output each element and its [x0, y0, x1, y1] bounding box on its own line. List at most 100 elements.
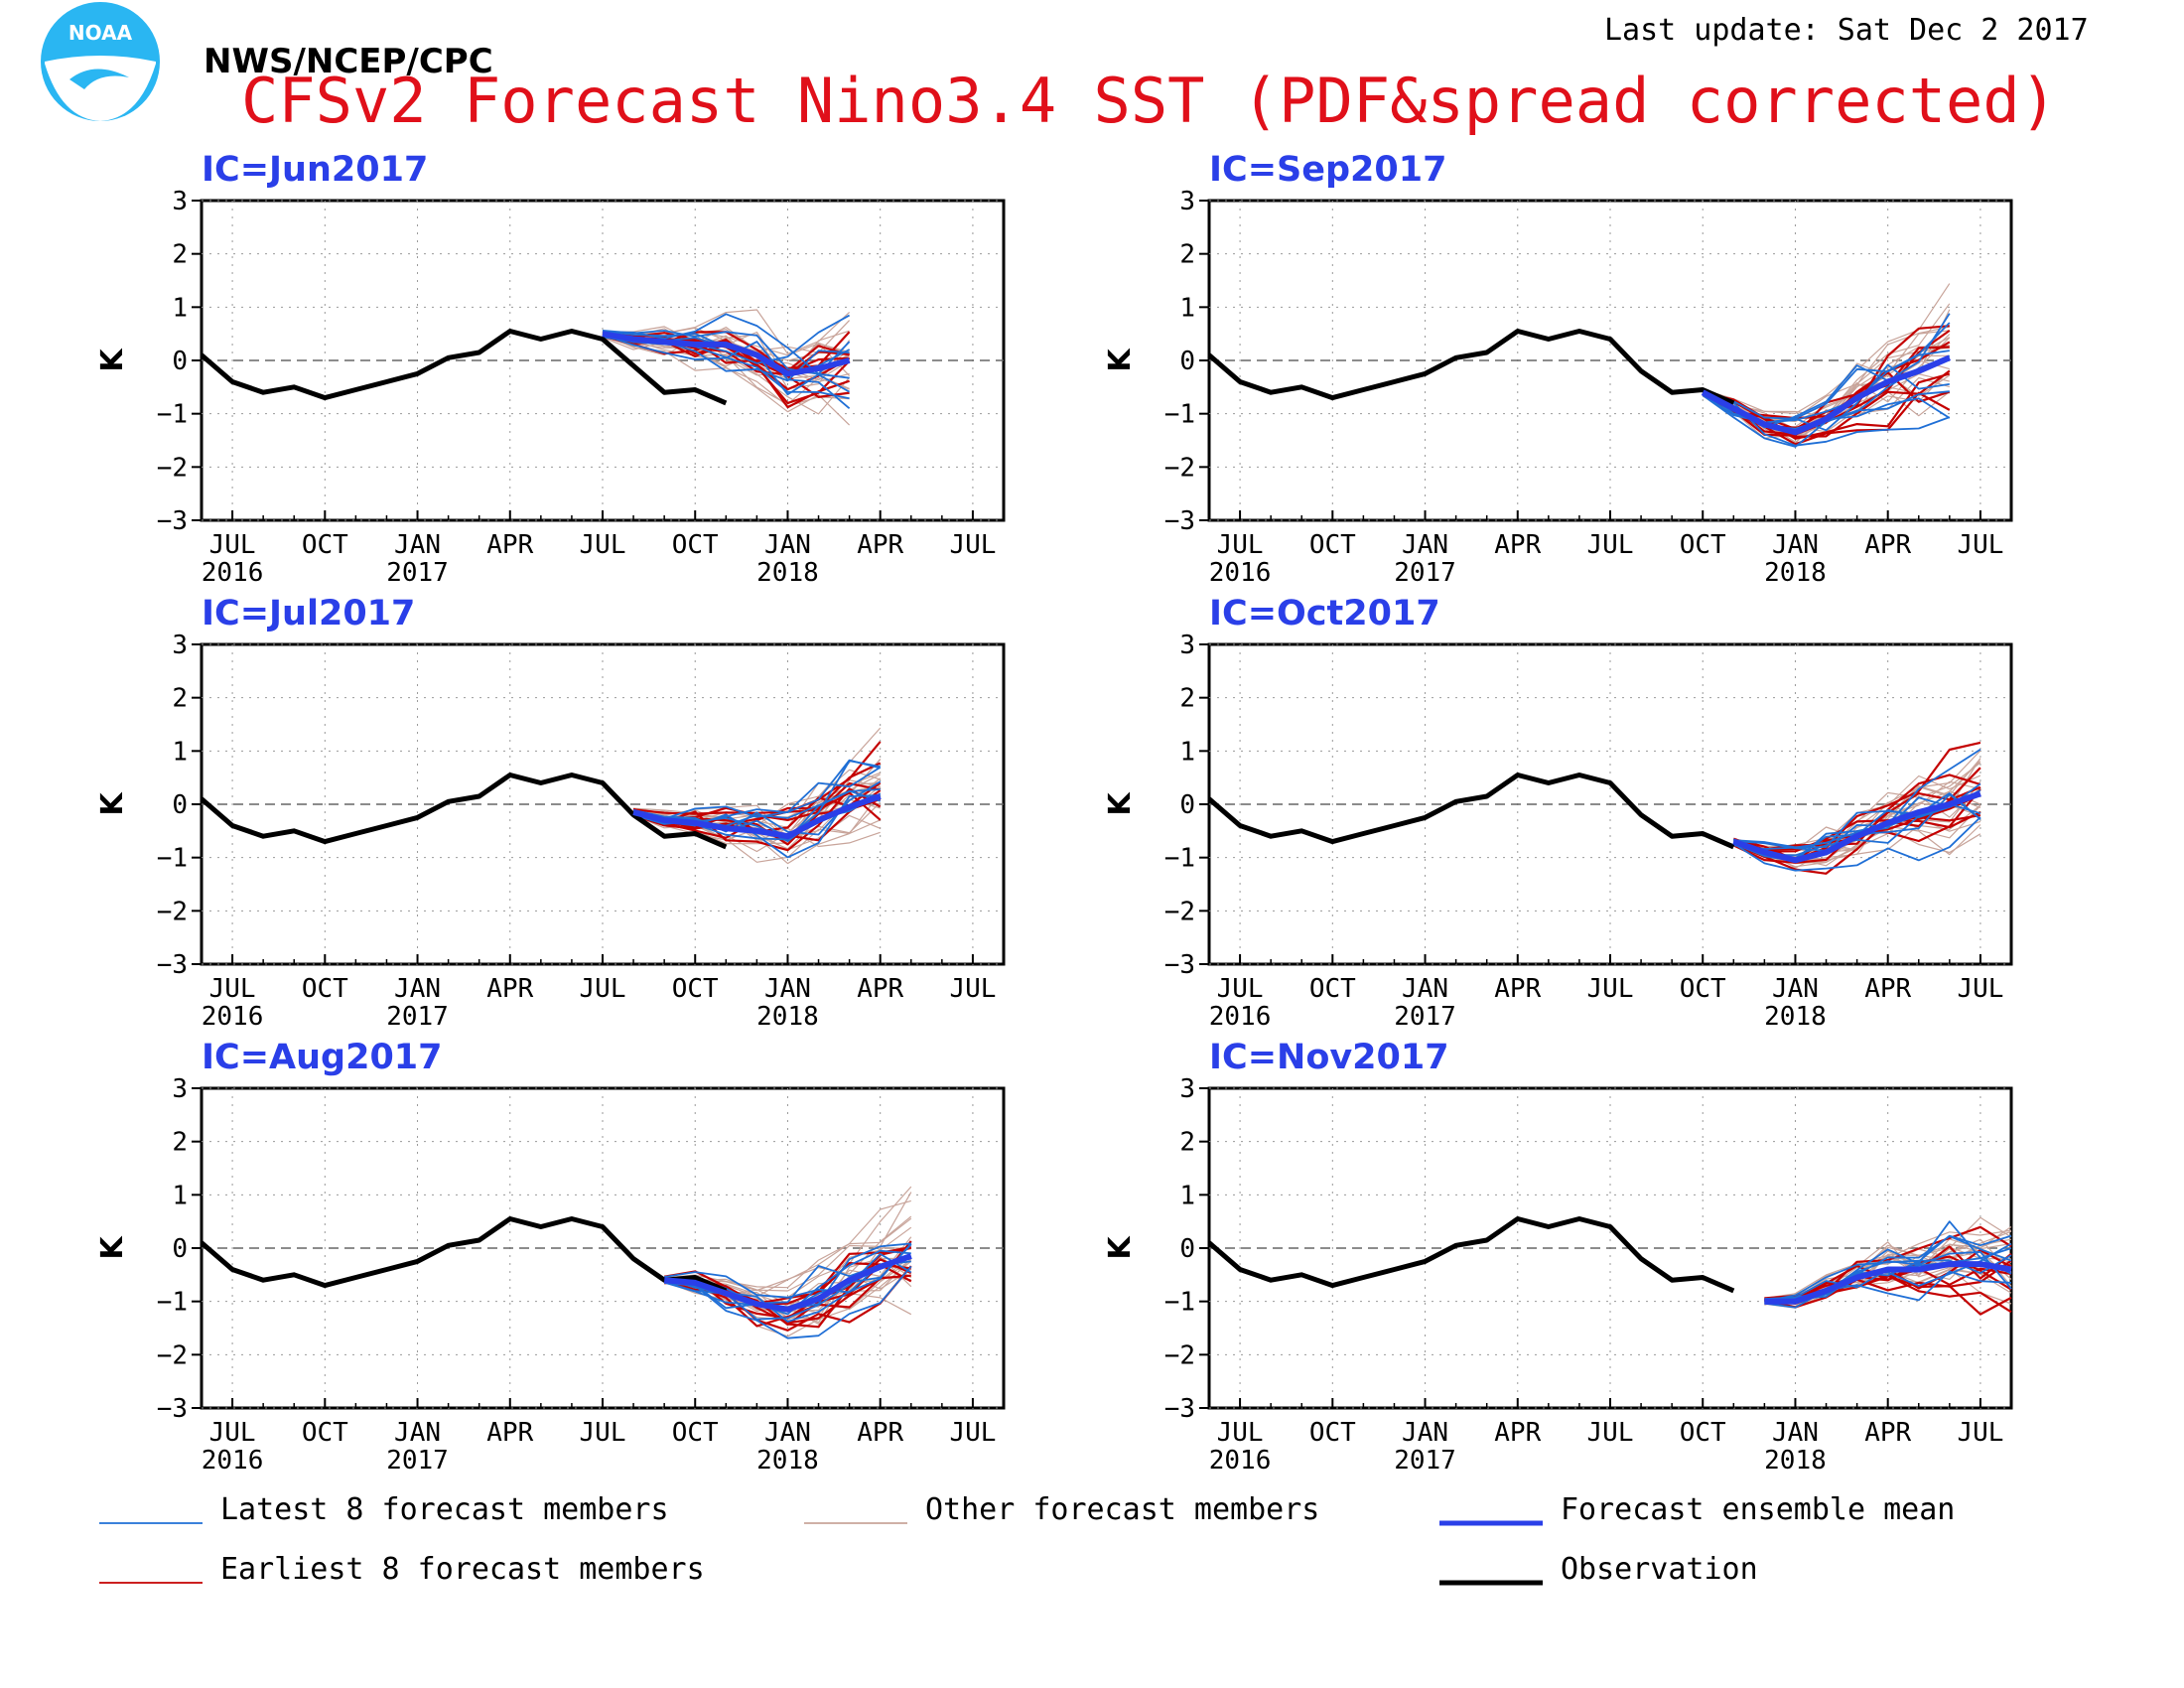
latest-member-line	[664, 1265, 912, 1339]
x-tick-label: JUL	[1957, 974, 2003, 1004]
y-axis-label: K	[95, 791, 130, 816]
noaa-logo: NOAA	[41, 2, 160, 121]
earliest-member-line	[1733, 741, 1981, 862]
y-tick-label: 0	[172, 1234, 188, 1264]
observation-line	[200, 1216, 728, 1294]
y-tick-label: −1	[1164, 844, 1195, 874]
ensemble-mean-line	[663, 1253, 912, 1313]
other-member-line	[602, 333, 850, 407]
y-tick-label: −3	[1164, 1394, 1195, 1424]
x-tick-label: JUL	[1587, 530, 1634, 560]
x-tick-label: JUL	[580, 974, 626, 1004]
y-tick-label: 1	[172, 737, 188, 767]
noaa-logo-text: NOAA	[68, 21, 133, 45]
x-tick-label: JAN	[1402, 530, 1448, 560]
y-tick-label: 3	[172, 187, 188, 216]
x-year-label: 2018	[1764, 1446, 1827, 1476]
y-tick-label: −2	[1164, 1340, 1195, 1370]
other-member-line	[602, 331, 851, 415]
earliest-member-line	[1764, 1259, 2012, 1309]
y-tick-label: −3	[157, 950, 188, 980]
y-tick-label: −1	[1164, 1288, 1195, 1318]
latest-member-line	[1733, 792, 1981, 849]
y-tick-label: 3	[172, 631, 188, 660]
x-tick-label: OCT	[1309, 530, 1356, 560]
x-tick-label: JUL	[209, 530, 256, 560]
y-tick-label: −3	[157, 1394, 188, 1424]
x-year-label: 2017	[386, 558, 449, 588]
y-tick-label: 1	[1179, 293, 1195, 323]
y-tick-label: 2	[1179, 240, 1195, 270]
ensemble-mean-line	[1701, 354, 1951, 436]
ensemble-mean-line	[1764, 1261, 2012, 1305]
panel-title: IC=Nov2017	[1209, 1038, 1449, 1077]
x-tick-label: OCT	[672, 974, 719, 1004]
x-tick-label: APR	[1494, 530, 1541, 560]
y-tick-label: 0	[1179, 790, 1195, 820]
panel-title: IC=Jul2017	[202, 594, 415, 633]
x-tick-label: APR	[1864, 974, 1911, 1004]
x-tick-label: APR	[1494, 974, 1541, 1004]
y-tick-label: −3	[1164, 950, 1195, 980]
x-tick-label: APR	[857, 974, 903, 1004]
x-tick-label: JUL	[1957, 530, 2003, 560]
observation-line	[1207, 773, 1735, 850]
y-tick-label: 2	[172, 684, 188, 714]
legend-label-earliest: Earliest 8 forecast members	[220, 1552, 705, 1587]
observation-line	[1207, 329, 1735, 406]
x-tick-label: APR	[486, 530, 533, 560]
x-tick-label: JAN	[764, 974, 811, 1004]
y-tick-label: 2	[172, 240, 188, 270]
x-tick-label: OCT	[1680, 974, 1726, 1004]
y-tick-label: −2	[157, 1340, 188, 1370]
x-tick-label: JUL	[1957, 1418, 2003, 1448]
y-tick-label: 1	[172, 1181, 188, 1210]
y-tick-label: 2	[1179, 684, 1195, 714]
x-tick-label: JAN	[394, 1418, 441, 1448]
y-tick-label: −3	[157, 506, 188, 536]
x-tick-label: APR	[857, 530, 903, 560]
x-tick-label: OCT	[302, 530, 348, 560]
x-year-label: 2017	[386, 1002, 449, 1032]
x-tick-label: JAN	[394, 530, 441, 560]
y-tick-label: 3	[1179, 187, 1195, 216]
x-year-label: 2017	[1394, 1446, 1456, 1476]
x-tick-label: JUL	[1217, 530, 1264, 560]
latest-member-line	[632, 766, 882, 820]
y-tick-label: 2	[172, 1128, 188, 1158]
x-year-label: 2018	[1764, 1002, 1827, 1032]
x-tick-label: OCT	[672, 1418, 719, 1448]
latest-member-line	[1764, 1270, 2012, 1309]
y-tick-label: 3	[172, 1074, 188, 1104]
x-year-label: 2016	[202, 558, 264, 588]
x-year-label: 2018	[756, 1446, 819, 1476]
y-tick-label: 0	[1179, 1234, 1195, 1264]
x-tick-label: JUL	[949, 974, 996, 1004]
x-year-label: 2016	[202, 1002, 264, 1032]
x-tick-label: APR	[857, 1418, 903, 1448]
y-tick-label: 3	[1179, 631, 1195, 660]
y-tick-label: −1	[157, 400, 188, 430]
x-tick-label: JUL	[1217, 974, 1264, 1004]
y-tick-label: 0	[172, 347, 188, 376]
ensemble-mean-line	[1732, 790, 1981, 864]
x-tick-label: APR	[1864, 1418, 1911, 1448]
panel-title: IC=Sep2017	[1209, 150, 1446, 190]
x-tick-label: APR	[1494, 1418, 1541, 1448]
legend-label-latest: Latest 8 forecast members	[220, 1492, 669, 1527]
x-year-label: 2016	[1209, 558, 1272, 588]
latest-member-line	[1733, 782, 1981, 850]
x-year-label: 2016	[1209, 1446, 1272, 1476]
observation-line	[1207, 1216, 1735, 1294]
y-tick-label: −1	[157, 844, 188, 874]
x-year-label: 2017	[1394, 558, 1456, 588]
x-tick-label: JAN	[764, 530, 811, 560]
last-update: Last update: Sat Dec 2 2017	[1604, 13, 2089, 48]
x-tick-label: JUL	[209, 974, 256, 1004]
y-tick-label: 1	[1179, 1181, 1195, 1210]
